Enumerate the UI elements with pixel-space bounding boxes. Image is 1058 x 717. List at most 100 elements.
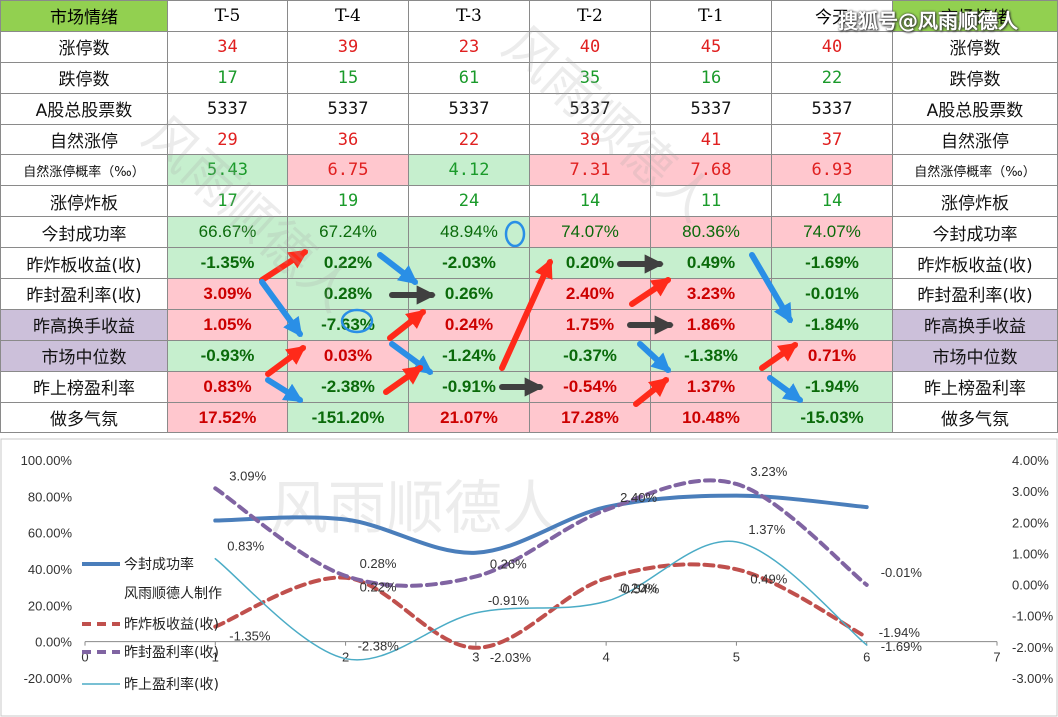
data-cell: 24 bbox=[408, 185, 530, 218]
data-cell: 22 bbox=[408, 123, 530, 156]
data-cell: 40 bbox=[771, 30, 893, 63]
data-label: 0.28% bbox=[360, 556, 397, 571]
data-cell: 4.12 bbox=[408, 154, 530, 187]
data-cell: -1.94% bbox=[771, 370, 893, 403]
data-cell: 19 bbox=[287, 185, 409, 218]
row-label: 涨停炸板 bbox=[892, 185, 1058, 218]
header-cell: 市场情绪 bbox=[892, 0, 1058, 32]
row-label: 市场中位数 bbox=[892, 339, 1058, 372]
chart-border bbox=[0, 438, 1058, 717]
data-cell: 0.26% bbox=[408, 278, 530, 310]
y-right-tick-label: 3.00% bbox=[1012, 484, 1049, 499]
row-label: 自然涨停概率（‰） bbox=[0, 154, 168, 187]
data-label: -1.94% bbox=[879, 625, 921, 640]
data-cell: 1.37% bbox=[650, 370, 772, 403]
y-left-tick-label: 80.00% bbox=[28, 489, 73, 504]
data-cell: 74.07% bbox=[529, 216, 651, 249]
data-cell: 29 bbox=[167, 123, 288, 156]
data-cell: -0.37% bbox=[529, 339, 651, 372]
header-cell: T-1 bbox=[650, 0, 772, 32]
y-left-tick-label: 100.00% bbox=[21, 453, 73, 468]
data-cell: 3.23% bbox=[650, 278, 772, 310]
header-cell: T-5 bbox=[167, 0, 288, 32]
data-cell: -7.63% bbox=[287, 308, 409, 341]
table-row: 涨停数 34 39 23 40 45 40 涨停数 bbox=[0, 30, 1058, 63]
data-cell: 67.24% bbox=[287, 216, 409, 249]
data-cell: 22 bbox=[771, 61, 893, 94]
row-label: 自然涨停 bbox=[0, 123, 168, 156]
data-cell: 5337 bbox=[771, 92, 893, 125]
header-cell: T-3 bbox=[408, 0, 530, 32]
data-cell: 3.09% bbox=[167, 278, 288, 310]
data-label: 0.26% bbox=[490, 556, 527, 571]
data-cell: 41 bbox=[650, 123, 772, 156]
row-label: 昨上榜盈利率 bbox=[892, 370, 1058, 403]
y-left-tick-label: 40.00% bbox=[28, 562, 73, 577]
table-row: 昨高换手收益 1.05% -7.63% 0.24% 1.75% 1.86% -1.84% 昨高… bbox=[0, 308, 1058, 341]
table-row: 做多气氛 17.52% -151.20% 21.07% 17.28% 10.48% -15.… bbox=[0, 401, 1058, 434]
data-cell: 0.22% bbox=[287, 247, 409, 280]
y-left-tick-label: 20.00% bbox=[28, 598, 73, 613]
data-cell: -0.54% bbox=[529, 370, 651, 403]
data-cell: -1.35% bbox=[167, 247, 288, 280]
y-right-tick-label: 1.00% bbox=[1012, 546, 1049, 561]
data-cell: 17.28% bbox=[529, 401, 651, 434]
y-left-tick-label: 60.00% bbox=[28, 526, 73, 541]
market-sentiment-table: 市场情绪 T-5 T-4 T-3 T-2 T-1 今天 市场情绪 涨停数 34 39 23 40 45 4… bbox=[0, 0, 1058, 434]
legend-label: 昨封盈利率(收) bbox=[124, 644, 219, 661]
data-cell: 17 bbox=[167, 185, 288, 218]
row-label: 跌停数 bbox=[892, 61, 1058, 94]
data-cell: -0.91% bbox=[408, 370, 530, 403]
data-cell: -0.93% bbox=[167, 339, 288, 372]
data-cell: 39 bbox=[529, 123, 651, 156]
data-cell: -1.38% bbox=[650, 339, 772, 372]
row-label: 今封成功率 bbox=[892, 216, 1058, 249]
header-cell: 市场情绪 bbox=[0, 0, 168, 32]
y-right-tick-label: 0.00% bbox=[1012, 578, 1049, 593]
data-label: -0.54% bbox=[618, 581, 660, 596]
data-label: -2.03% bbox=[490, 650, 532, 665]
data-cell: 37 bbox=[771, 123, 893, 156]
watermark-text: 风雨顺德人 bbox=[270, 474, 560, 542]
brand-watermark: 搜狐号@风雨顺德人 bbox=[838, 9, 1018, 33]
data-label: -1.69% bbox=[881, 639, 923, 654]
x-tick-label: 7 bbox=[993, 650, 1000, 665]
data-cell: 5337 bbox=[408, 92, 530, 125]
data-cell: 48.94% bbox=[408, 216, 530, 249]
data-cell: 40 bbox=[529, 30, 651, 63]
table-row: 跌停数 17 15 61 35 16 22 跌停数 bbox=[0, 61, 1058, 94]
data-label: -0.91% bbox=[488, 593, 530, 608]
data-cell: 80.36% bbox=[650, 216, 772, 249]
x-tick-label: 5 bbox=[733, 650, 740, 665]
row-label: 昨封盈利率(收) bbox=[892, 278, 1058, 310]
data-cell: 6.93 bbox=[771, 154, 893, 187]
table-row: A股总股票数 5337 5337 5337 5337 5337 5337 A股总股票数 bbox=[0, 92, 1058, 125]
data-cell: 6.75 bbox=[287, 154, 409, 187]
data-cell: -151.20% bbox=[287, 401, 409, 434]
data-cell: 0.28% bbox=[287, 278, 409, 310]
table-row: 昨封盈利率(收) 3.09% 0.28% 0.26% 2.40% 3.23% -0.01% 昨… bbox=[0, 278, 1058, 310]
data-cell: 7.68 bbox=[650, 154, 772, 187]
data-cell: 23 bbox=[408, 30, 530, 63]
data-cell: 35 bbox=[529, 61, 651, 94]
y-right-tick-label: -1.00% bbox=[1012, 609, 1054, 624]
data-cell: -1.24% bbox=[408, 339, 530, 372]
x-tick-label: 3 bbox=[472, 650, 479, 665]
data-cell: 74.07% bbox=[771, 216, 893, 249]
row-label: 涨停数 bbox=[0, 30, 168, 63]
header-cell: T-2 bbox=[529, 0, 651, 32]
data-cell: -2.38% bbox=[287, 370, 409, 403]
data-cell: 15 bbox=[287, 61, 409, 94]
table-row: 昨炸板收益(收) -1.35% 0.22% -2.03% 0.20% 0.49% -1.69… bbox=[0, 247, 1058, 280]
y-left-tick-label: -20.00% bbox=[24, 671, 73, 686]
data-label: 1.37% bbox=[748, 522, 785, 537]
data-cell: -15.03% bbox=[771, 401, 893, 434]
series-line-2 bbox=[213, 478, 869, 588]
row-label: 市场中位数 bbox=[0, 339, 168, 372]
table-body: 涨停数 34 39 23 40 45 40 涨停数 跌停数 17 15 61 35 16 22 跌停数 A股总股… bbox=[0, 30, 1058, 434]
series-line-1 bbox=[213, 562, 869, 650]
row-label: 自然涨停 bbox=[892, 123, 1058, 156]
data-cell: 16 bbox=[650, 61, 772, 94]
legend-label: 昨上盈利率(收) bbox=[124, 676, 219, 693]
y-right-tick-label: 4.00% bbox=[1012, 453, 1049, 468]
